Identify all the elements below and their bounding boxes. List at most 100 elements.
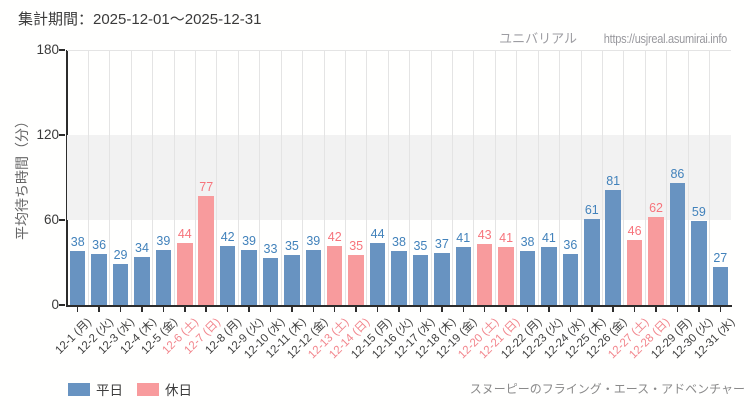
bar-value-label: 39 [242,233,257,248]
x-axis-tick [569,307,572,312]
bar [326,245,343,305]
bar-value-label: 41 [456,230,471,245]
bar-value-label: 38 [392,235,406,250]
gridline-vertical [280,50,282,305]
bar-value-label: 39 [306,233,321,248]
gridline-vertical [709,50,711,305]
legend-item-weekday[interactable]: 平日 [68,379,123,399]
gridline-vertical [366,50,368,305]
gridline-vertical [452,50,454,305]
x-axis-tick [333,307,336,312]
bar [476,244,493,305]
y-tick-label: 120 [36,127,59,142]
bar-value-label: 44 [177,226,192,241]
x-axis-tick [462,307,464,312]
x-axis-tick [355,307,357,312]
x-axis-tick [226,307,229,312]
watermark-url-link[interactable]: https://usjreal.asumirai.info [603,32,727,46]
bar [198,195,214,305]
gridline-vertical [87,50,89,305]
bar-value-label: 42 [220,229,235,244]
gridline-vertical [259,50,261,305]
gridline-vertical [601,50,603,305]
bar-value-label: 86 [670,167,685,182]
bar [584,218,600,305]
bar-value-label: 34 [135,240,149,255]
x-axis-tick [141,307,143,312]
gridline-vertical [130,50,132,305]
bar-value-label: 41 [499,230,514,245]
gridline-vertical [323,50,325,305]
x-axis-tick [248,307,250,312]
legend-label-weekday: 平日 [96,383,123,398]
bar [605,190,621,305]
bar-value-label: 27 [713,250,728,265]
bar [691,221,707,305]
y-tick-label: 0 [51,297,59,312]
x-axis-line [65,305,732,307]
y-axis-tick [59,134,65,136]
legend-label-holiday: 休日 [165,383,192,398]
x-axis-tick [119,307,122,312]
bar-value-label: 36 [563,238,578,252]
holiday-swatch-icon [137,382,159,396]
bar-value-label: 41 [541,230,556,245]
gridline-vertical [409,50,411,305]
gridline-vertical [623,50,625,305]
bar-value-label: 77 [199,179,214,194]
bar-value-label: 29 [113,247,128,262]
bar [241,249,257,305]
x-axis-tick [612,307,614,312]
x-axis-tick [76,307,79,312]
gridline-vertical [559,50,561,305]
bar-value-label: 36 [92,238,107,252]
x-axis-tick [526,307,529,312]
x-axis-tick [698,307,700,312]
bar [391,251,407,305]
x-axis-tick [633,307,636,312]
x-axis-tick [184,307,186,312]
bar [262,258,279,305]
x-axis-tick [505,307,507,312]
gridline-vertical [216,50,218,305]
gridline-vertical [687,50,689,305]
bar [712,266,729,305]
bar [284,255,300,305]
gridline-180 [67,50,731,51]
gridline-vertical [666,50,668,305]
x-axis-tick [483,307,486,312]
bar [412,255,429,305]
gridline-vertical [387,50,389,305]
watermark-brand: ユニバリアル [499,31,578,46]
gridline-vertical [109,50,111,305]
bar-value-label: 35 [349,239,364,254]
bar [155,249,172,305]
gridline-vertical [580,50,582,305]
bar [369,242,386,305]
gridline-vertical [302,50,304,305]
x-axis-tick [205,307,207,312]
bar [519,251,536,305]
bar [455,246,471,305]
gridline-vertical [644,50,646,305]
bar [134,256,150,305]
x-axis-tick [676,307,679,312]
x-axis-tick [419,307,422,312]
y-axis-tick [59,219,65,221]
gridline-vertical [195,50,197,305]
bar-value-label: 38 [70,235,85,250]
gridline-vertical [473,50,475,305]
attraction-name: スヌーピーのフライング・エース・アドベンチャー [469,382,745,396]
x-axis-tick [291,307,293,312]
bar [498,246,514,305]
y-tick-label: 180 [36,42,59,57]
plot-area: 38 36 29 34 39 44 77 42 39 33 35 39 42 35 44 38 35 37 41 43… [67,50,731,305]
bar-value-label: 39 [156,233,171,248]
gridline-vertical [237,50,239,305]
bar-value-label: 38 [520,235,535,250]
bar [541,246,557,305]
bar [305,249,322,305]
legend-item-holiday[interactable]: 休日 [137,379,192,399]
bar-value-label: 33 [263,242,278,257]
